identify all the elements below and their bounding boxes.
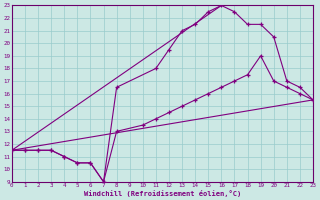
- X-axis label: Windchill (Refroidissement éolien,°C): Windchill (Refroidissement éolien,°C): [84, 190, 241, 197]
